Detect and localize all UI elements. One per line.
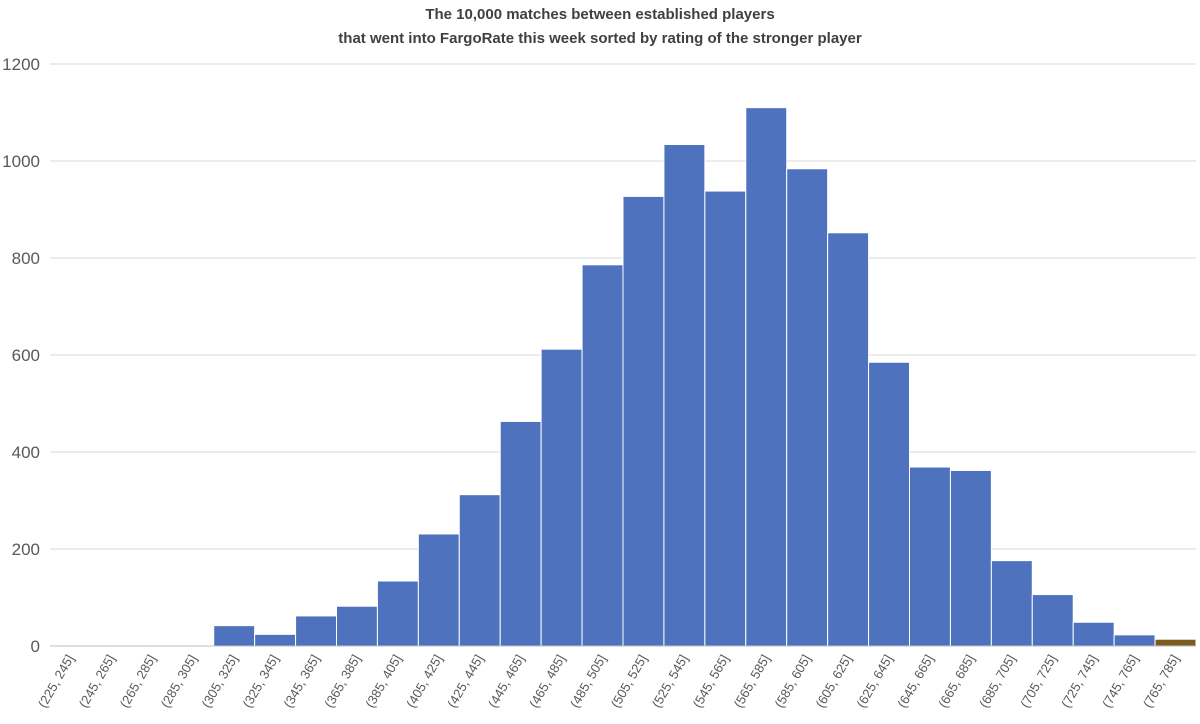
bar-(765, 785] [1154, 638, 1197, 647]
bar-(345, 365] [295, 615, 338, 647]
x-tick-label: (385, 405] [362, 652, 404, 710]
x-tick-label: (745, 765] [1099, 652, 1141, 710]
x-tick-label: (325, 345] [239, 652, 281, 710]
bar-(705, 725] [1031, 594, 1074, 647]
bars [213, 107, 1197, 647]
bar-(565, 585] [745, 107, 788, 647]
y-axis-ticks: 0 200 400 600 800 1000 1200 [2, 55, 40, 656]
x-tick-label: (465, 485] [526, 652, 568, 710]
chart-title-line-1: The 10,000 matches between established p… [425, 6, 774, 23]
x-tick-label: (505, 525] [608, 652, 650, 710]
bar-(725, 745] [1072, 621, 1115, 647]
y-tick-label: 800 [12, 249, 40, 268]
y-tick-label: 1200 [2, 55, 40, 74]
chart-title-line-2: that went into FargoRate this week sorte… [338, 30, 862, 47]
bar-(465, 485] [540, 348, 583, 647]
x-tick-label: (365, 385] [321, 652, 363, 710]
bar-(525, 545] [663, 144, 706, 647]
bar-(325, 345] [254, 633, 297, 647]
x-tick-label: (485, 505] [567, 652, 609, 710]
bar-(645, 665] [909, 466, 951, 647]
x-tick-label: (605, 625] [812, 652, 854, 710]
x-tick-label: (585, 605] [772, 652, 814, 710]
x-tick-label: (665, 685] [935, 652, 977, 710]
x-tick-label: (245, 265] [76, 652, 118, 710]
x-tick-label: (265, 285] [117, 652, 159, 710]
x-tick-label: (285, 305] [158, 652, 200, 710]
x-tick-label: (765, 785] [1140, 652, 1182, 710]
bar-(425, 445] [458, 494, 501, 647]
x-tick-label: (425, 445] [444, 652, 486, 710]
x-tick-label: (405, 425] [403, 652, 445, 710]
bar-(385, 405] [376, 580, 419, 647]
x-tick-label: (545, 565] [690, 652, 732, 710]
bar-(485, 505] [581, 264, 624, 647]
y-tick-label: 1000 [2, 152, 40, 171]
x-axis-ticks: (225, 245](245, 265](265, 285](285, 305]… [35, 652, 1182, 710]
bar-(585, 605] [786, 168, 829, 647]
x-tick-label: (705, 725] [1017, 652, 1059, 710]
x-tick-label: (685, 705] [976, 652, 1018, 710]
bar-(305, 325] [213, 625, 256, 647]
bar-(505, 525] [622, 195, 665, 647]
x-tick-label: (565, 585] [731, 652, 773, 710]
x-tick-label: (305, 325] [199, 652, 241, 710]
bar-(625, 645] [868, 361, 910, 647]
x-tick-label: (225, 245] [35, 652, 77, 710]
chart-title: The 10,000 matches between established p… [338, 6, 862, 47]
bar-(445, 465] [499, 420, 542, 647]
x-tick-label: (625, 645] [853, 652, 895, 710]
bar-(665, 685] [949, 469, 992, 647]
x-tick-label: (445, 465] [485, 652, 527, 710]
x-tick-label: (345, 365] [280, 652, 322, 710]
bar-(685, 705] [990, 560, 1033, 647]
y-tick-label: 0 [31, 637, 40, 656]
bar-(365, 385] [336, 605, 378, 647]
y-tick-label: 200 [12, 540, 40, 559]
x-tick-label: (725, 745] [1058, 652, 1100, 710]
x-tick-label: (645, 665] [894, 652, 936, 710]
bar-(545, 565] [704, 190, 747, 647]
x-tick-label: (525, 545] [649, 652, 691, 710]
bar-(745, 765] [1113, 634, 1156, 647]
y-tick-label: 600 [12, 346, 40, 365]
bar-(405, 425] [417, 533, 460, 647]
bar-(605, 625] [827, 232, 870, 647]
y-tick-label: 400 [12, 443, 40, 462]
